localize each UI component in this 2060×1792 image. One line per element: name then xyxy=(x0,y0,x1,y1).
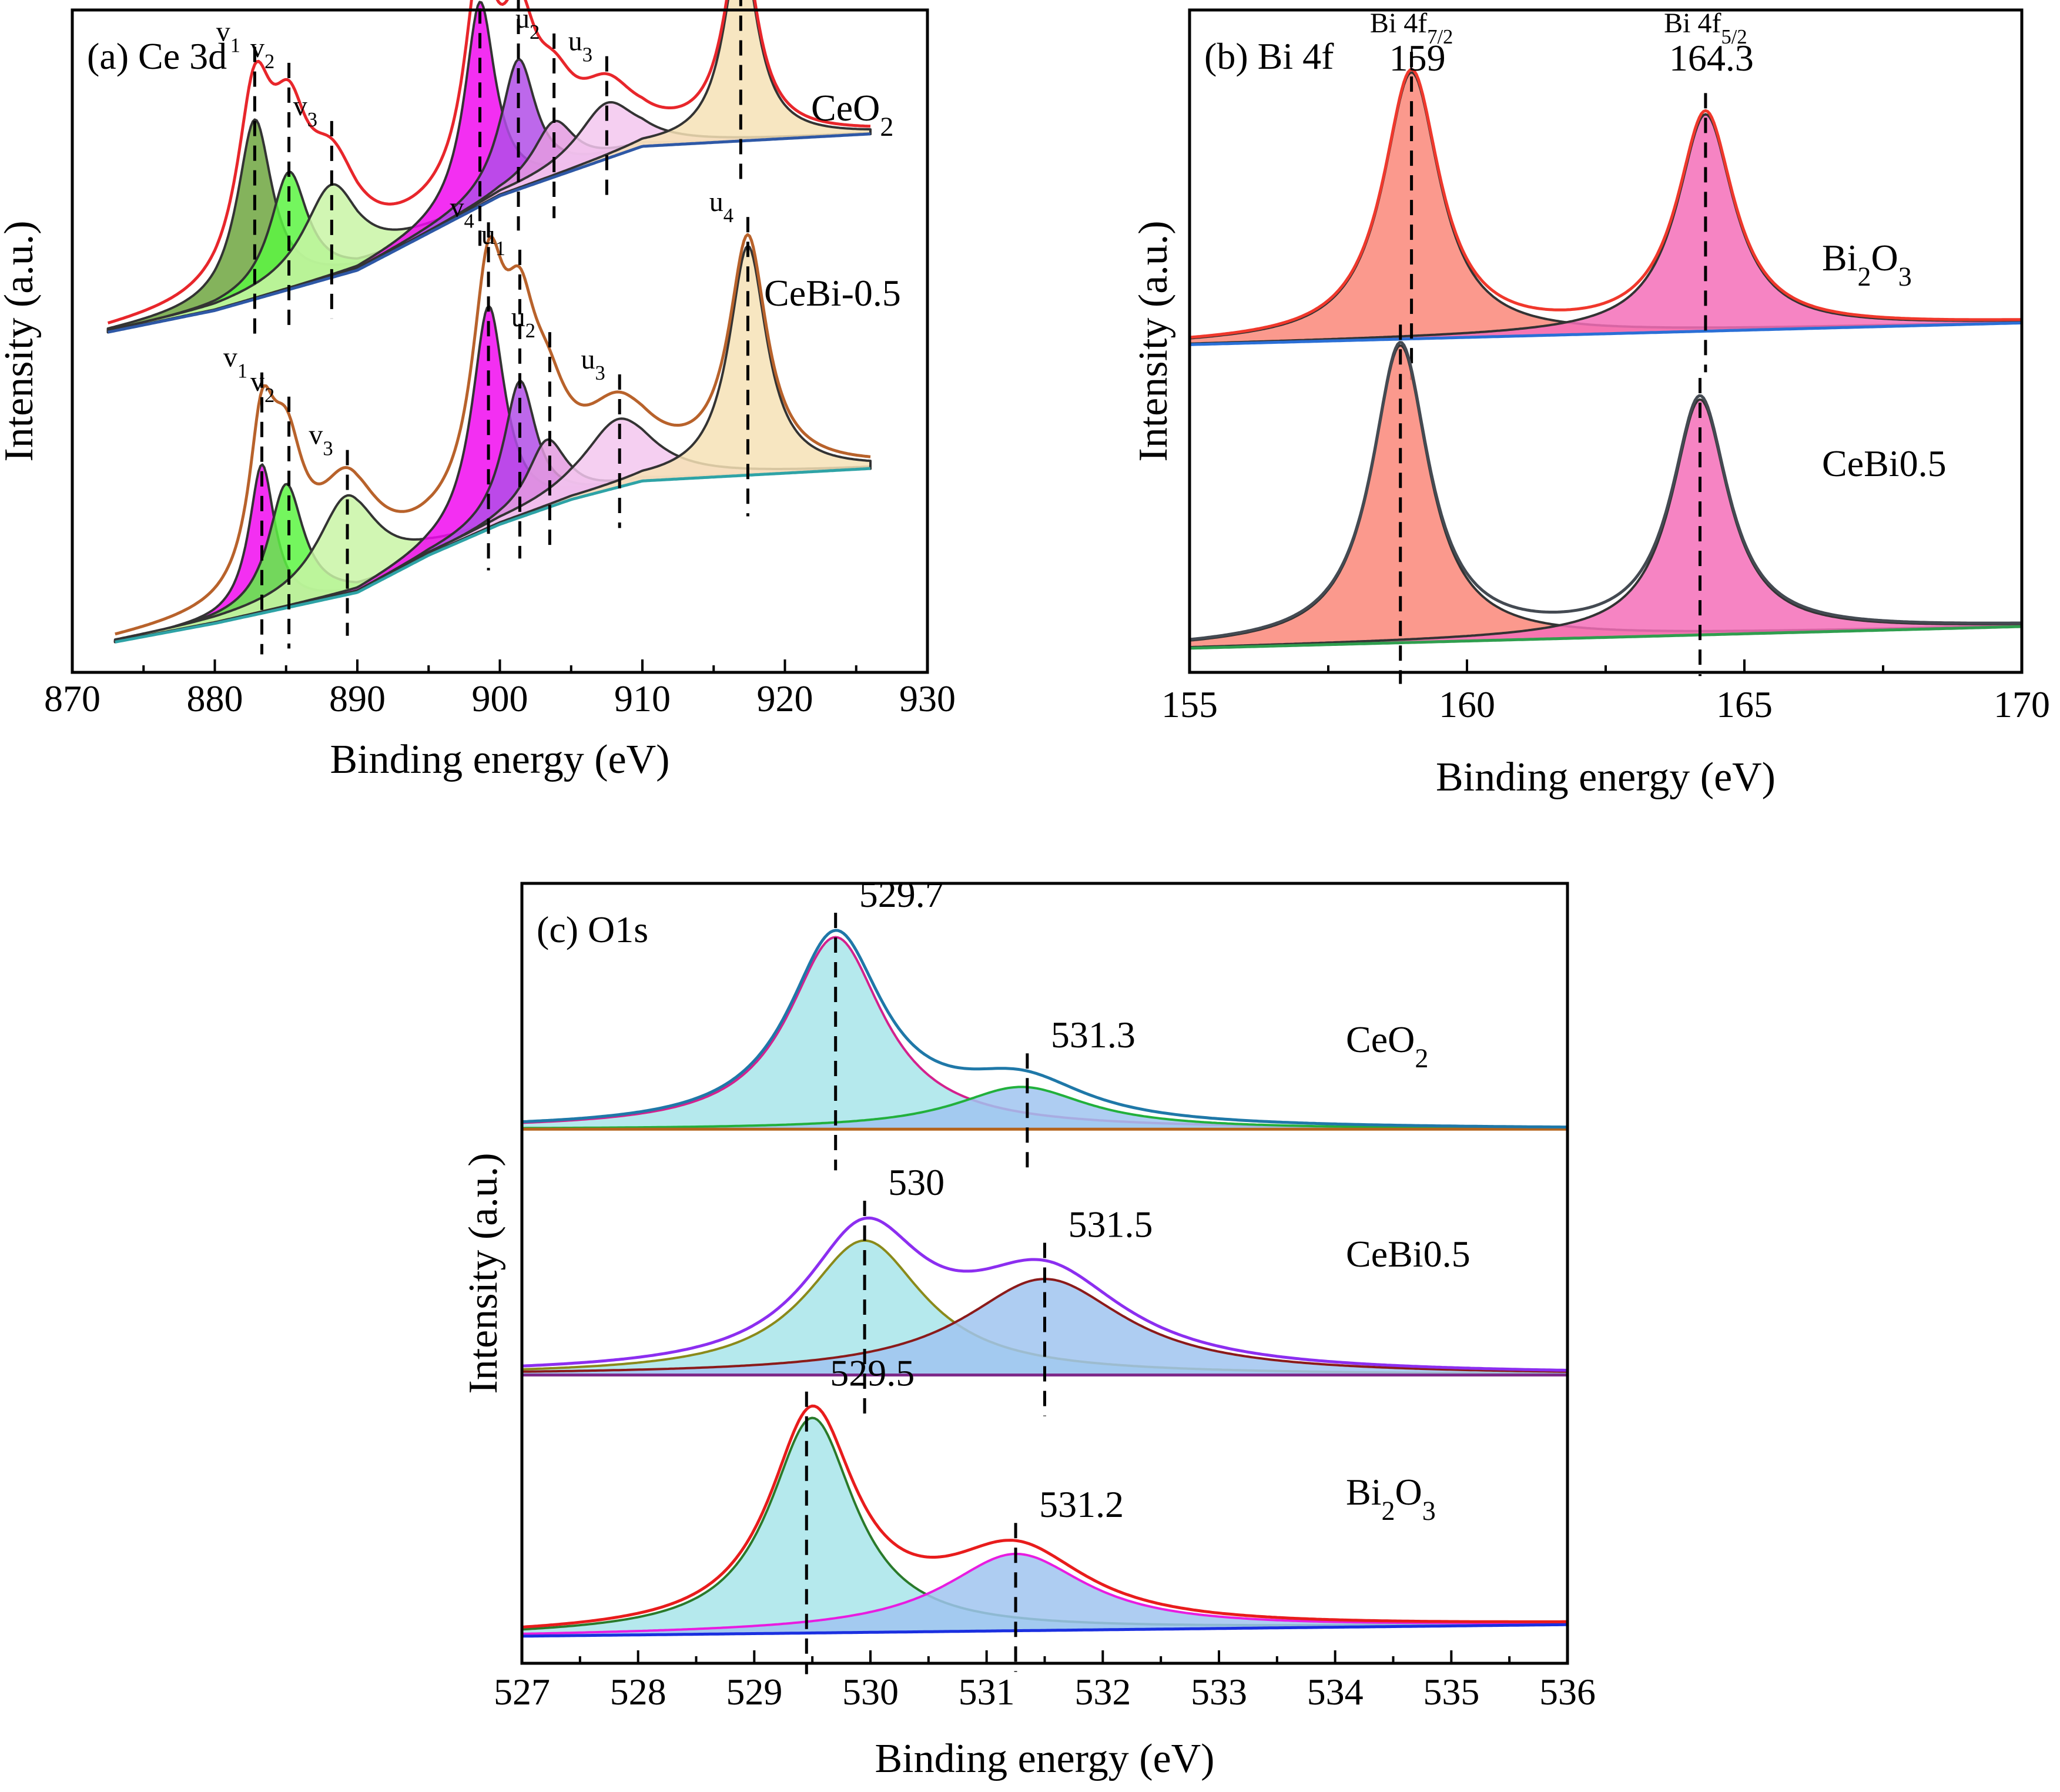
xtick-label-c-3: 530 xyxy=(842,1671,899,1713)
xtick-label-c-7: 534 xyxy=(1307,1671,1364,1713)
xtick-label-c-2: 529 xyxy=(726,1671,782,1713)
xtick-label-a-0: 870 xyxy=(44,678,101,719)
xtick-label-b-0: 155 xyxy=(1161,684,1218,725)
xtick-label-a-6: 930 xyxy=(899,678,956,719)
series-label-CeBi0.5: CeBi0.5 xyxy=(1822,443,1947,484)
panel-c: 529.7 531.3 CeO2 530 531.5 CeBi0.5 529.5 531.2 B… xyxy=(461,873,1596,1781)
envelope-CeO2 xyxy=(521,929,1567,1129)
peak-label-v1-CeBi-0.5: v1 xyxy=(223,342,247,383)
series-CeBi0.5: CeBi0.5 xyxy=(1188,324,2023,684)
peak-label-u2-CeBi-0.5: u2 xyxy=(511,302,535,342)
peak-label-v4-CeBi-0.5: v4 xyxy=(450,192,474,232)
xtick-label-a-3: 900 xyxy=(472,678,528,719)
peak-label-v2-CeBi-0.5: v2 xyxy=(250,366,274,407)
envelope-CeBi-0.5 xyxy=(115,233,871,636)
envelope-CeBi0.5 xyxy=(1189,341,2022,641)
peak-value-1: 164.3 xyxy=(1669,37,1754,79)
background-CeBi-0.5 xyxy=(115,467,871,644)
series-label-CeBi0.5: CeBi0.5 xyxy=(1346,1233,1471,1275)
panel-title-c: (c) O1s xyxy=(537,909,648,950)
peak-name-1: Bi 4f5/2 xyxy=(1664,8,1747,48)
envelope-Bi2O3 xyxy=(521,1404,1567,1629)
background-Bi2O3 xyxy=(1189,321,2022,346)
envelope-CeO2 xyxy=(107,0,871,324)
value-label-CeO2-1: 531.3 xyxy=(1051,1014,1135,1056)
peak-label-u4-CeBi-0.5: u4 xyxy=(709,186,733,227)
series-label-CeO2: CeO2 xyxy=(1346,1019,1428,1073)
value-label-CeBi0.5-0: 530 xyxy=(888,1161,944,1203)
series-Bi2O3: Bi2O3 xyxy=(1188,52,2023,380)
xtick-label-c-9: 536 xyxy=(1539,1671,1596,1713)
y-axis-label-c: Intensity (a.u.) xyxy=(461,1153,506,1394)
peak-label-v2-CeO2: v2 xyxy=(250,32,274,73)
panel-a: v1v2v3v4u1u2u3u4CeO2v1v2v3v4u1u2u3u4CeBi… xyxy=(0,0,956,782)
xtick-label-b-1: 160 xyxy=(1439,684,1495,725)
series-label-Bi2O3: Bi2O3 xyxy=(1822,237,1912,292)
x-axis-label-b: Binding energy (eV) xyxy=(1436,755,1776,800)
panel-title-a: (a) Ce 3d xyxy=(87,35,227,77)
peak-label-v1-CeO2: v1 xyxy=(216,16,240,57)
peak-label-u2-CeO2: u2 xyxy=(515,3,540,43)
envelope-CeBi0.5 xyxy=(521,1216,1568,1372)
value-label-Bi2O3-0: 529.5 xyxy=(830,1352,915,1394)
peak-label-u3-CeBi-0.5: u3 xyxy=(581,344,605,384)
envelope-Bi2O3 xyxy=(1189,68,2022,339)
x-axis-label-c: Binding energy (eV) xyxy=(875,1736,1214,1781)
peak-value-0: 159 xyxy=(1389,37,1446,79)
background-CeO2 xyxy=(108,132,871,334)
xtick-label-a-2: 890 xyxy=(329,678,386,719)
value-label-CeO2-0: 529.7 xyxy=(859,873,944,915)
y-axis-label-a: Intensity (a.u.) xyxy=(0,220,42,461)
y-axis-label-b: Intensity (a.u.) xyxy=(1131,220,1176,461)
value-label-CeBi0.5-1: 531.5 xyxy=(1068,1204,1153,1245)
series-Bi2O3: 529.5 531.2 Bi2O3 xyxy=(521,1352,1569,1674)
xtick-label-c-4: 531 xyxy=(959,1671,1015,1713)
xtick-label-a-5: 920 xyxy=(757,678,813,719)
xtick-label-c-0: 527 xyxy=(494,1671,550,1713)
xtick-label-b-2: 165 xyxy=(1716,684,1773,725)
peak-label-v3-CeBi-0.5: v3 xyxy=(309,420,333,460)
peak-label-u3-CeO2: u3 xyxy=(568,26,592,66)
series-label-Bi2O3: Bi2O3 xyxy=(1346,1471,1436,1526)
series-CeBi0.5: 530 531.5 CeBi0.5 xyxy=(521,1161,1569,1416)
series-label-CeO2: CeO2 xyxy=(811,87,893,142)
xtick-label-c-1: 528 xyxy=(610,1671,666,1713)
value-label-Bi2O3-1: 531.2 xyxy=(1039,1483,1124,1525)
peak-name-0: Bi 4f7/2 xyxy=(1370,8,1453,48)
series-CeO2: 529.7 531.3 CeO2 xyxy=(521,873,1569,1171)
xtick-label-a-4: 910 xyxy=(614,678,671,719)
xtick-label-c-5: 532 xyxy=(1074,1671,1131,1713)
xtick-label-c-6: 533 xyxy=(1191,1671,1247,1713)
peak-label-u1-CeBi-0.5: u1 xyxy=(481,219,505,260)
series-label-CeBi-0.5: CeBi-0.5 xyxy=(764,272,901,314)
peak-label-v3-CeO2: v3 xyxy=(293,91,317,131)
xtick-label-b-3: 170 xyxy=(1994,684,2050,725)
xtick-label-a-1: 880 xyxy=(187,678,243,719)
background-Bi2O3 xyxy=(521,1623,1567,1638)
series-CeBi-0.5: v1 v2 v3 v4 u1 u2 u3 u4 CeBi-0.5 xyxy=(113,186,901,655)
xtick-label-c-8: 535 xyxy=(1423,1671,1479,1713)
x-axis-label-a: Binding energy (eV) xyxy=(330,737,669,782)
panel-title-b: (b) Bi 4f xyxy=(1204,35,1334,77)
background-CeBi0.5 xyxy=(1189,625,2022,650)
